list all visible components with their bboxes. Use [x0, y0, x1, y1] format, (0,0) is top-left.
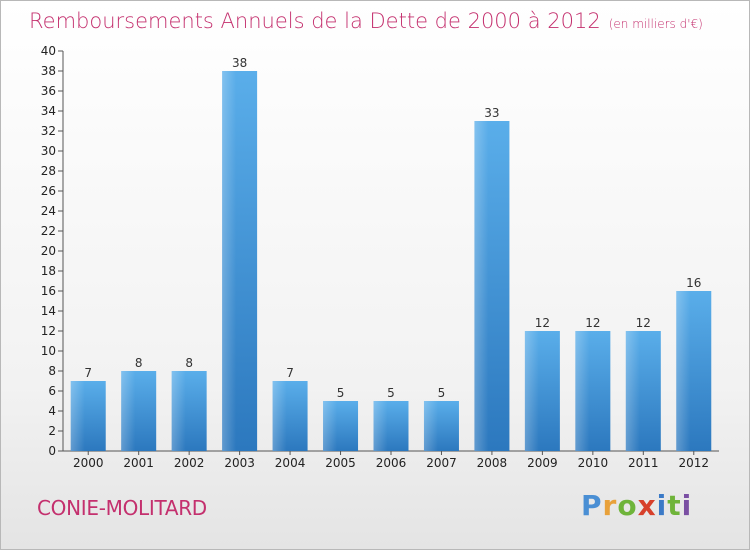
- y-tick-label: 6: [48, 384, 56, 398]
- bar-highlight: [171, 371, 207, 451]
- y-tick-label: 36: [41, 84, 56, 98]
- x-tick-label: 2012: [678, 456, 709, 470]
- bar-value-label: 16: [686, 276, 701, 290]
- y-tick-label: 8: [48, 364, 56, 378]
- y-tick-label: 12: [41, 324, 56, 338]
- bar-value-label: 38: [232, 56, 247, 70]
- bar-highlight: [121, 371, 157, 451]
- commune-name: CONIE-MOLITARD: [37, 496, 207, 520]
- logo-letter: i: [656, 489, 668, 522]
- bar-highlight: [323, 401, 359, 451]
- logo-letter: t: [667, 489, 682, 522]
- bar-highlight: [575, 331, 611, 451]
- y-tick-label: 22: [41, 224, 56, 238]
- bar-value-label: 7: [84, 366, 92, 380]
- y-tick-label: 34: [41, 104, 56, 118]
- bar-value-label: 33: [484, 106, 499, 120]
- x-tick-label: 2002: [174, 456, 205, 470]
- y-tick-label: 10: [41, 344, 56, 358]
- proxiti-logo: Proxiti: [581, 489, 692, 522]
- x-tick-label: 2010: [578, 456, 609, 470]
- x-tick-label: 2001: [123, 456, 154, 470]
- y-tick-label: 4: [48, 404, 56, 418]
- y-tick-label: 18: [41, 264, 56, 278]
- y-tick-label: 16: [41, 284, 56, 298]
- bar-highlight: [423, 401, 459, 451]
- x-tick-label: 2006: [376, 456, 407, 470]
- logo-letter: P: [581, 489, 603, 522]
- bar-highlight: [676, 291, 712, 451]
- chart-title-text: Remboursements Annuels de la Dette de 20…: [29, 9, 601, 33]
- y-tick-label: 2: [48, 424, 56, 438]
- x-tick-label: 2000: [73, 456, 104, 470]
- x-tick-label: 2007: [426, 456, 457, 470]
- bar-value-label: 8: [135, 356, 143, 370]
- y-tick-label: 40: [41, 44, 56, 58]
- x-tick-label: 2009: [527, 456, 558, 470]
- bar-highlight: [524, 331, 560, 451]
- bar-value-label: 5: [438, 386, 446, 400]
- bar-value-label: 7: [286, 366, 294, 380]
- bar-value-label: 5: [337, 386, 345, 400]
- x-tick-label: 2011: [628, 456, 659, 470]
- bar-value-label: 8: [185, 356, 193, 370]
- logo-letter: x: [637, 489, 657, 522]
- y-tick-label: 14: [41, 304, 56, 318]
- bar-value-label: 12: [535, 316, 550, 330]
- x-tick-label: 2008: [477, 456, 508, 470]
- y-tick-label: 28: [41, 164, 56, 178]
- chart-unit: (en milliers d'€): [608, 17, 703, 31]
- x-tick-label: 2003: [224, 456, 255, 470]
- bar-highlight: [625, 331, 661, 451]
- bar-value-label: 12: [585, 316, 600, 330]
- logo-letter: r: [602, 489, 618, 522]
- y-tick-label: 24: [41, 204, 56, 218]
- y-tick-label: 20: [41, 244, 56, 258]
- y-tick-label: 38: [41, 64, 56, 78]
- bar-highlight: [474, 121, 510, 451]
- bar-highlight: [272, 381, 308, 451]
- y-tick-label: 32: [41, 124, 56, 138]
- x-tick-label: 2005: [325, 456, 356, 470]
- y-tick-label: 26: [41, 184, 56, 198]
- y-tick-label: 30: [41, 144, 56, 158]
- y-tick-label: 0: [48, 444, 56, 458]
- bar-highlight: [70, 381, 106, 451]
- logo-letter: o: [617, 489, 638, 522]
- x-tick-label: 2004: [275, 456, 306, 470]
- bar-value-label: 12: [636, 316, 651, 330]
- logo-letter: i: [681, 489, 693, 522]
- chart-title: Remboursements Annuels de la Dette de 20…: [29, 9, 703, 33]
- bar-highlight: [373, 401, 409, 451]
- bar-value-label: 5: [387, 386, 395, 400]
- bar-highlight: [222, 71, 258, 451]
